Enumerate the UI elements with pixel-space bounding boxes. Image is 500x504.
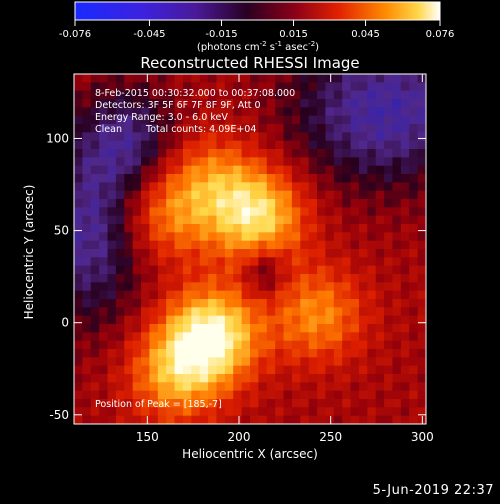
chart-title: Reconstructed RHESSI Image <box>140 54 359 72</box>
colorbar-tick-label: 0.045 <box>351 29 380 40</box>
x-tick-label: 300 <box>411 430 434 444</box>
y-tick-label: 0 <box>61 316 69 330</box>
colorbar-ticks: -0.076 -0.045 -0.015 0.015 0.045 0.076 <box>59 20 454 40</box>
annotation-block: 8-Feb-2015 00:30:32.000 to 00:37:08.000 … <box>95 88 295 410</box>
colorbar-tick-label: -0.015 <box>205 29 237 40</box>
colorbar-gradient <box>74 1 441 21</box>
annotation-method: Clean <box>95 124 122 135</box>
annotation-detectors: Detectors: 3F 5F 6F 7F 8F 9F, Att 0 <box>95 100 261 111</box>
y-axis-label: Heliocentric Y (arcsec) <box>22 185 36 320</box>
colorbar-tick-label: -0.076 <box>59 29 91 40</box>
peak-position-label: Position of Peak = [185,-7] <box>95 399 222 410</box>
colorbar-tick-label: -0.045 <box>133 29 165 40</box>
annotation-energy: Energy Range: 3.0 - 6.0 keV <box>95 112 228 123</box>
plot-frame <box>73 73 427 425</box>
y-tick-label: 100 <box>46 131 69 145</box>
y-tick-label: 50 <box>54 224 69 238</box>
colorbar-tick-label: 0.076 <box>426 29 455 40</box>
x-axis-label: Heliocentric X (arcsec) <box>182 447 318 461</box>
annotation-counts: Total counts: 4.09E+04 <box>145 124 256 135</box>
axis-ticks: 150 200 250 300 -50 0 50 100 <box>46 74 434 444</box>
footer-timestamp: 5-Jun-2019 22:37 <box>372 483 494 498</box>
x-tick-label: 200 <box>228 430 251 444</box>
y-tick-label: -50 <box>49 408 69 422</box>
colorbar-tick-label: 0.015 <box>279 29 308 40</box>
colorbar-unit: (photons cm-2 s-1 asec-2) <box>197 40 319 53</box>
x-tick-label: 150 <box>136 430 159 444</box>
annotation-time: 8-Feb-2015 00:30:32.000 to 00:37:08.000 <box>95 88 295 99</box>
x-tick-label: 250 <box>319 430 342 444</box>
colorbar: -0.076 -0.045 -0.015 0.015 0.045 0.076 (photo… <box>59 1 454 53</box>
